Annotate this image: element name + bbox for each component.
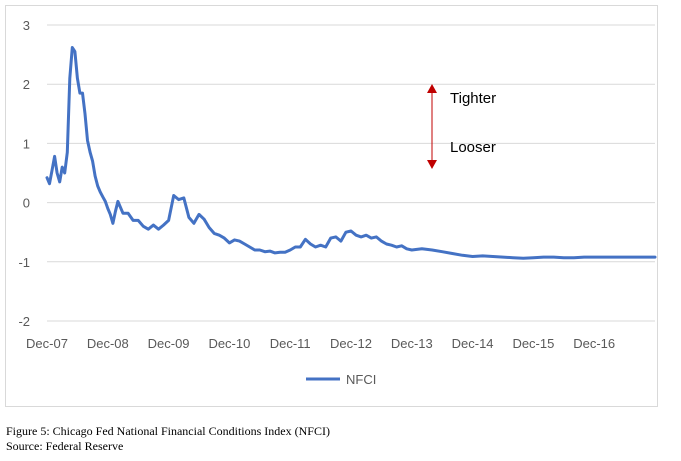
x-axis-ticks: Dec-07 Dec-08 Dec-09 Dec-10 Dec-11 Dec-12 Dec-…	[26, 336, 615, 351]
y-tick-label: -1	[18, 255, 30, 270]
x-tick-label: Dec-10	[208, 336, 250, 351]
chart-frame	[5, 5, 658, 407]
x-tick-label: Dec-15	[512, 336, 554, 351]
figure-source: Source: Federal Reserve	[6, 439, 124, 453]
x-tick-label: Dec-07	[26, 336, 68, 351]
annotation-arrow	[427, 84, 437, 169]
y-tick-label: -2	[18, 314, 30, 329]
y-tick-label: 2	[23, 77, 30, 92]
annotation-looser: Looser	[450, 139, 496, 156]
y-tick-label: 3	[23, 18, 30, 33]
arrow-head-down	[427, 160, 437, 169]
x-tick-label: Dec-08	[87, 336, 129, 351]
figure-caption: Figure 5: Chicago Fed National Financial…	[6, 424, 330, 438]
x-tick-label: Dec-12	[330, 336, 372, 351]
legend-label-nfci: NFCI	[346, 372, 376, 387]
x-tick-label: Dec-16	[573, 336, 615, 351]
y-tick-label: 0	[23, 196, 30, 211]
annotation-tighter: Tighter	[450, 90, 496, 107]
x-tick-label: Dec-09	[148, 336, 190, 351]
x-tick-label: Dec-11	[270, 336, 311, 351]
x-tick-label: Dec-14	[452, 336, 494, 351]
legend: NFCI	[306, 372, 376, 387]
x-tick-label: Dec-13	[391, 336, 433, 351]
y-tick-label: 1	[23, 136, 30, 151]
arrow-head-up	[427, 84, 437, 93]
nfci-series-line	[45, 46, 657, 260]
gridlines	[47, 24, 655, 322]
y-axis-ticks: 3 2 1 0 -1 -2	[18, 18, 30, 329]
